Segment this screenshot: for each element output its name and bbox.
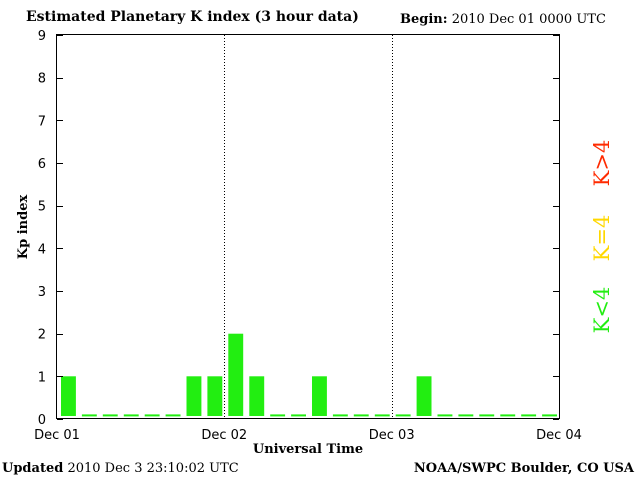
kp-bar xyxy=(395,414,411,417)
kp-bar xyxy=(186,376,202,416)
kp-bar xyxy=(353,414,369,417)
y-tick-label: 6 xyxy=(38,157,46,172)
y-tick-label: 7 xyxy=(38,114,46,129)
y-axis-title: Kp index xyxy=(16,195,31,260)
y-tick-label: 4 xyxy=(38,242,46,257)
kp-bar xyxy=(61,376,76,416)
kp-bar xyxy=(437,414,453,417)
legend-item: K<4 xyxy=(590,287,614,334)
x-tick-label: Dec 01 xyxy=(34,428,80,443)
x-tick-label: Dec 03 xyxy=(369,428,415,443)
bars-group xyxy=(61,333,557,417)
y-tick-label: 2 xyxy=(38,328,46,343)
credit: NOAA/SWPC Boulder, CO USA xyxy=(413,461,634,476)
kp-bar xyxy=(479,414,495,417)
updated-label: Updated xyxy=(2,461,64,476)
kp-bar xyxy=(416,376,432,416)
kp-bar xyxy=(165,414,181,417)
legend: K>4 K=4 K<4 xyxy=(590,140,614,334)
x-tick-label: Dec 02 xyxy=(201,428,247,443)
kp-bar xyxy=(207,376,223,416)
begin-info: Begin: 2010 Dec 01 0000 UTC xyxy=(400,12,606,27)
x-axis-title: Universal Time xyxy=(253,442,363,457)
kp-bar xyxy=(249,376,265,416)
legend-item: K=4 xyxy=(590,215,614,262)
kp-bar xyxy=(144,414,160,417)
chart-title: Estimated Planetary K index (3 hour data… xyxy=(26,9,359,25)
begin-value: 2010 Dec 01 0000 UTC xyxy=(451,12,606,27)
y-ticks: 0 1 2 3 4 5 6 7 8 9 xyxy=(38,29,559,428)
kp-bar xyxy=(228,333,244,416)
kp-bar xyxy=(270,414,286,417)
kp-bar xyxy=(102,414,118,417)
kp-bar xyxy=(123,414,139,417)
y-tick-label: 1 xyxy=(38,370,46,385)
kp-bar xyxy=(81,414,97,417)
kp-bar xyxy=(458,414,474,417)
kp-bar xyxy=(500,414,516,417)
kp-bar xyxy=(374,414,390,417)
y-tick-label: 8 xyxy=(38,72,46,87)
begin-label: Begin: xyxy=(400,12,448,27)
y-tick-label: 0 xyxy=(38,413,46,428)
updated-info: Updated 2010 Dec 3 23:10:02 UTC xyxy=(2,461,239,476)
updated-value: 2010 Dec 3 23:10:02 UTC xyxy=(67,461,239,476)
x-tick-label: Dec 04 xyxy=(536,428,582,443)
kp-bar xyxy=(332,414,348,417)
kp-bar xyxy=(291,414,306,417)
x-ticks: Dec 01 Dec 02 Dec 03 Dec 04 xyxy=(34,428,582,443)
y-tick-label: 5 xyxy=(38,200,46,215)
plot-frame xyxy=(56,34,560,419)
kp-bar xyxy=(312,376,327,416)
legend-item: K>4 xyxy=(590,140,614,187)
kp-bar xyxy=(542,414,557,417)
y-tick-label: 3 xyxy=(38,285,46,300)
y-tick-label: 9 xyxy=(38,29,46,44)
kp-bar xyxy=(521,414,537,417)
day-separators xyxy=(224,35,393,419)
